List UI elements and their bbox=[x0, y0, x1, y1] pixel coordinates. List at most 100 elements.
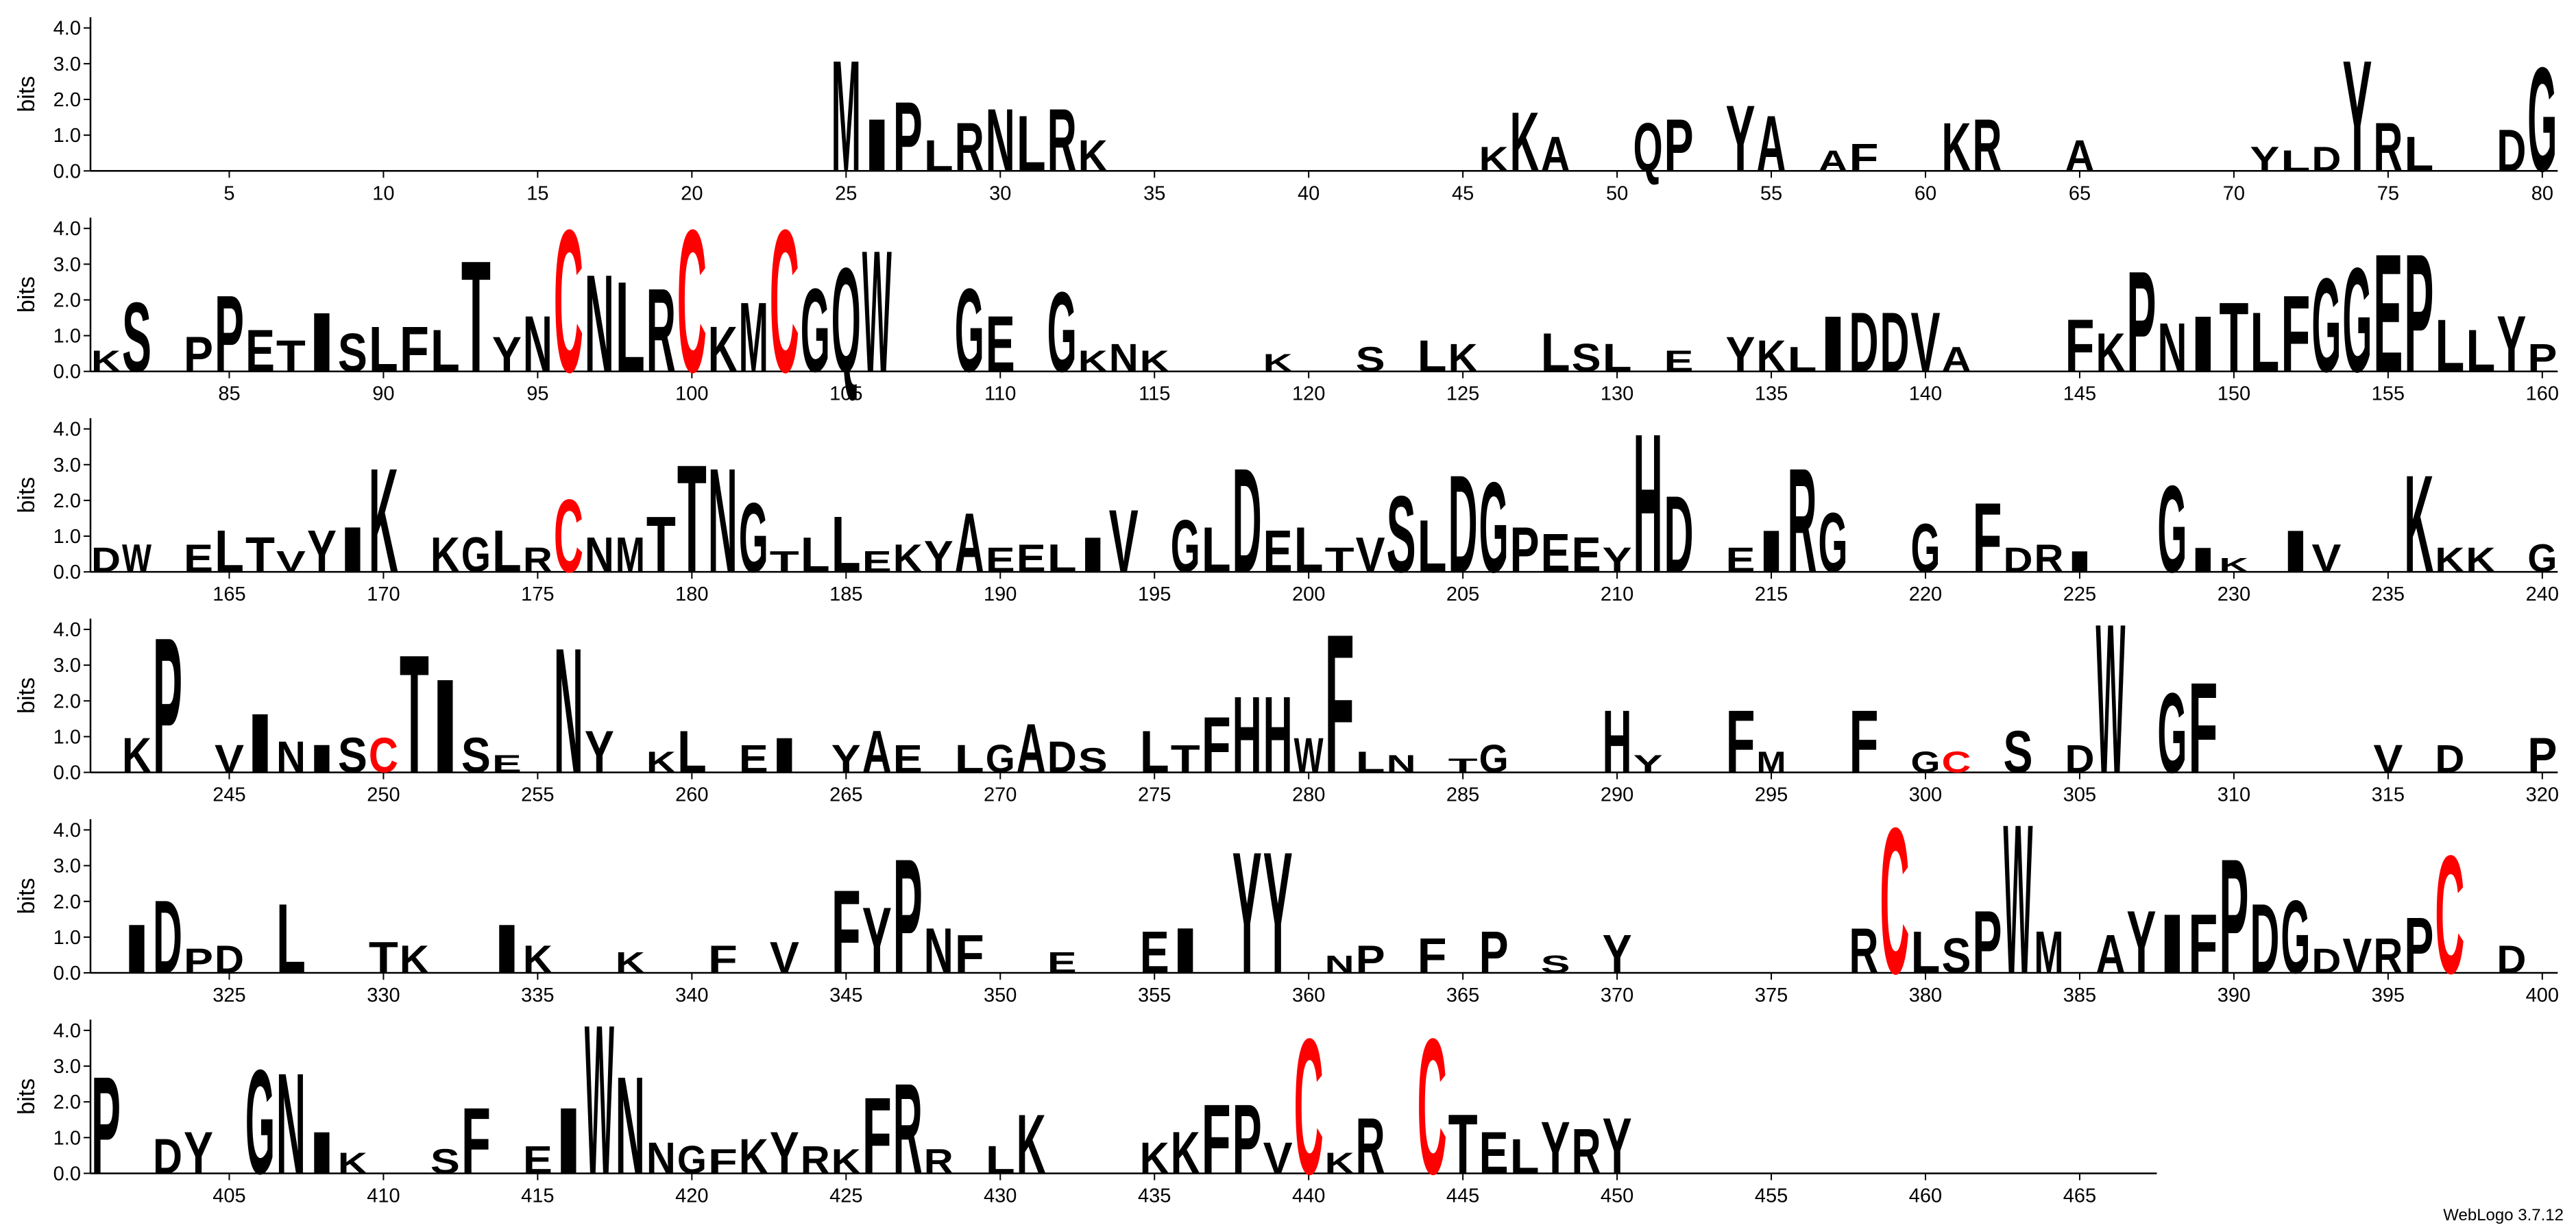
x-tick-label: 75 bbox=[2377, 182, 2399, 204]
logo-letter: K bbox=[2095, 322, 2125, 383]
y-tick-label: 1.0 bbox=[53, 1127, 81, 1149]
logo-letter: A bbox=[2065, 130, 2094, 180]
footer: WebLogo 3.7.12 bbox=[2443, 1206, 2564, 1224]
logo-row: bits 0.0 1.0 2.0 3.0 4.0 325 330 335 340 345 350 355… bbox=[14, 780, 2559, 1018]
y-tick-label: 2.0 bbox=[53, 891, 81, 913]
logo-letter: G bbox=[677, 1138, 707, 1182]
logo-letter: W bbox=[122, 537, 151, 581]
logo-letter: T bbox=[770, 546, 800, 579]
logo-letter: F bbox=[1849, 692, 1879, 792]
logo-letter: N bbox=[276, 1043, 306, 1204]
y-tick-label: 2.0 bbox=[53, 89, 81, 111]
x-tick-label: 20 bbox=[681, 182, 703, 204]
logo-letter: T bbox=[1171, 738, 1200, 782]
logo-letter: L bbox=[369, 313, 398, 385]
logo-letter: L bbox=[924, 130, 953, 180]
logo-row: bits 0.0 1.0 2.0 3.0 4.0 245 250 255 260 265 270 275… bbox=[14, 579, 2559, 818]
logo-letter: Y bbox=[1603, 1101, 1632, 1190]
logo-letter: I bbox=[1757, 518, 1786, 585]
y-tick-label: 4.0 bbox=[53, 1020, 81, 1042]
logo-letter: A bbox=[1819, 145, 1848, 178]
x-tick-label: 350 bbox=[984, 985, 1017, 1006]
logo-letter: Y bbox=[1232, 816, 1262, 1010]
logo-letter: L bbox=[492, 518, 522, 585]
logo-letter: F bbox=[1418, 928, 1447, 984]
logo-letter: T bbox=[677, 433, 707, 605]
logo-letter: K bbox=[2466, 540, 2495, 579]
logo-letter: E bbox=[1726, 540, 1755, 579]
logo-letter: T bbox=[2219, 282, 2248, 393]
logo-letter: L bbox=[1202, 514, 1231, 585]
x-tick-label: 210 bbox=[1601, 583, 1633, 605]
x-tick-label: 115 bbox=[1139, 383, 1170, 405]
logo-letter: I bbox=[307, 738, 337, 782]
x-tick-label: 195 bbox=[1138, 583, 1171, 605]
x-tick-label: 60 bbox=[1915, 182, 1936, 204]
logo-letter: W bbox=[1294, 728, 1324, 784]
x-tick-label: 15 bbox=[526, 182, 548, 204]
x-tick-label: 345 bbox=[829, 985, 862, 1006]
logo-letter: H bbox=[1603, 692, 1632, 792]
logo-letter: Y bbox=[924, 531, 953, 581]
x-tick-label: 170 bbox=[367, 583, 400, 605]
x-tick-label: 25 bbox=[835, 182, 857, 204]
logo-letter: V bbox=[215, 738, 244, 782]
logo-letter: V bbox=[1356, 527, 1385, 583]
x-tick-label: 280 bbox=[1292, 784, 1325, 806]
logo-letter: P bbox=[1664, 104, 1694, 187]
logo-letter: L bbox=[831, 500, 861, 589]
logo-letter: T bbox=[369, 932, 398, 982]
logo-letter: N bbox=[554, 612, 583, 811]
y-tick-label: 2.0 bbox=[53, 490, 81, 512]
y-tick-label: 4.0 bbox=[53, 619, 81, 641]
x-tick-label: 295 bbox=[1755, 784, 1788, 806]
logo-letter: I bbox=[122, 910, 151, 988]
logo-letter: P bbox=[153, 597, 182, 814]
logo-letter: P bbox=[2404, 219, 2433, 408]
x-tick-label: 325 bbox=[212, 985, 245, 1006]
logo-letter: G bbox=[1911, 509, 1941, 587]
x-tick-label: 140 bbox=[1909, 383, 1942, 405]
logo-letter: D bbox=[153, 1128, 182, 1184]
logo-letter: D bbox=[1448, 446, 1478, 601]
logo-letter: D bbox=[2003, 540, 2032, 579]
logo-letter: I bbox=[554, 1088, 583, 1194]
logo-letter: Y bbox=[2496, 300, 2526, 389]
logo-letter: D bbox=[2311, 139, 2341, 178]
logo-letter: E bbox=[739, 738, 768, 782]
x-tick-label: 265 bbox=[829, 784, 862, 806]
x-tick-label: 340 bbox=[675, 985, 708, 1006]
logo-letter: K bbox=[1757, 331, 1786, 381]
logo-letter: K bbox=[1263, 349, 1293, 377]
logo-letter: S bbox=[338, 322, 367, 383]
logo-letter: S bbox=[1572, 337, 1601, 381]
logo-letter: T bbox=[1448, 1098, 1478, 1192]
logo-letter: A bbox=[2095, 923, 2125, 985]
y-tick-label: 1.0 bbox=[53, 326, 81, 348]
logo-letter: I bbox=[862, 104, 892, 187]
logo-letter: F bbox=[708, 1142, 738, 1181]
logo-letter: C bbox=[770, 187, 799, 415]
y-tick-label: 3.0 bbox=[53, 856, 81, 878]
x-tick-label: 105 bbox=[829, 383, 862, 405]
logo-letter: H bbox=[1263, 674, 1293, 796]
x-tick-label: 255 bbox=[521, 784, 554, 806]
logo-letter: R bbox=[2373, 928, 2403, 984]
logo-letter: N bbox=[708, 437, 738, 604]
logo-letter: K bbox=[646, 747, 676, 780]
logo-letter: M bbox=[831, 27, 861, 205]
logo-letter: V bbox=[1109, 491, 1139, 591]
logo-letter: E bbox=[1664, 346, 1694, 378]
logo-letter: N bbox=[276, 732, 306, 782]
logo-letter: G bbox=[986, 738, 1015, 782]
logo-letter: L bbox=[2466, 318, 2495, 385]
logo-letter: I bbox=[307, 1120, 337, 1186]
y-tick-label: 0.0 bbox=[53, 160, 81, 182]
logo-letter: D bbox=[2496, 938, 2526, 982]
logo-letter: W bbox=[585, 980, 614, 1218]
logo-letter: Y bbox=[1726, 327, 1755, 383]
logo-letter: Y bbox=[862, 888, 892, 993]
y-tick-label: 3.0 bbox=[53, 455, 81, 476]
logo-letter: K bbox=[831, 1142, 861, 1181]
